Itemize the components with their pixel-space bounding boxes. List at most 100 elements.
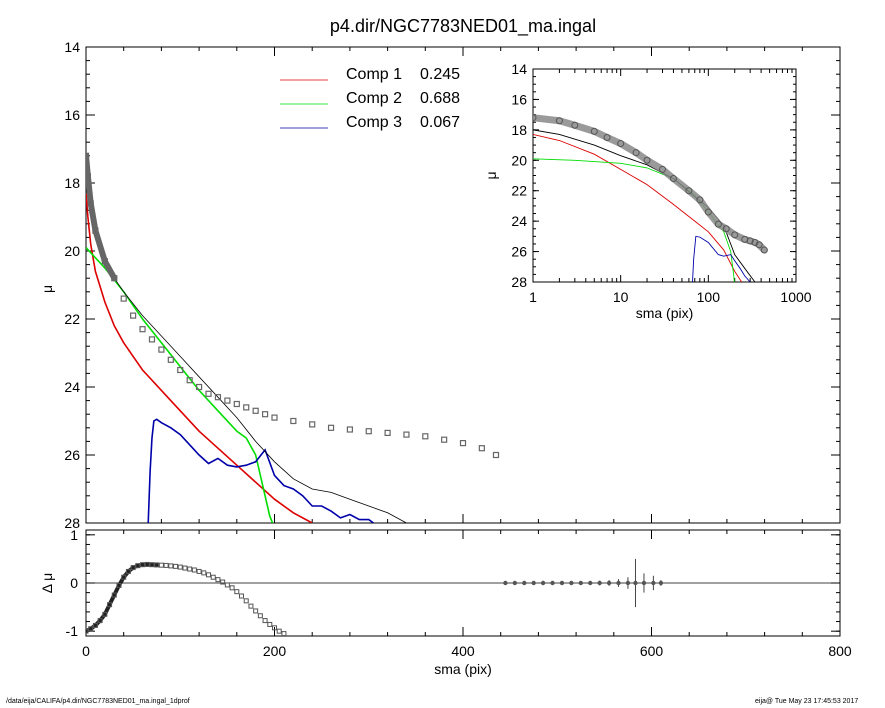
error-point (625, 580, 631, 586)
series-group (86, 152, 500, 523)
residual-point (248, 603, 254, 609)
data-point (139, 326, 146, 333)
inset-x-tick-label: 100 (697, 289, 721, 305)
inset-y-tick-label: 24 (511, 213, 527, 229)
data-point (365, 428, 372, 435)
resid-y-tick-label: -1 (66, 623, 79, 639)
data-dense-core (86, 152, 118, 282)
error-point (540, 580, 546, 586)
legend-value: 0.688 (420, 90, 460, 107)
residual-point (154, 562, 160, 568)
inset-y-tick-label: 16 (511, 91, 527, 107)
y-tick-label: 28 (64, 515, 80, 531)
data-point (261, 411, 269, 418)
error-point (597, 580, 602, 586)
residual-point (234, 589, 240, 595)
inset-y-tick-label: 14 (511, 61, 527, 77)
inset-data-point (669, 175, 677, 183)
residual-point (239, 593, 245, 599)
inset-data-point (632, 149, 640, 157)
data-point (186, 377, 193, 384)
residual-point (196, 568, 202, 574)
resid-x-tick-label: 600 (640, 643, 664, 659)
residual-point (144, 561, 150, 567)
legend-name: Comp 3 (346, 114, 402, 131)
data-point (327, 424, 335, 431)
inset-data-point (731, 231, 739, 239)
data-point (441, 436, 448, 443)
residual-point (86, 628, 89, 634)
data-point (167, 356, 174, 363)
inset-data-point (555, 117, 563, 125)
inset-x-tick-label: 1 (529, 289, 537, 305)
residual-point (107, 602, 113, 608)
resid-x-tick-label: 200 (263, 643, 287, 659)
y-tick-label: 26 (64, 447, 80, 463)
inset-data-band (533, 114, 768, 254)
residual-point (210, 574, 216, 580)
residual-point (163, 562, 169, 568)
footer-timestamp: eija@ Tue May 23 17:45:53 2017 (755, 698, 859, 705)
data-point (120, 295, 127, 302)
error-point (531, 580, 536, 586)
resid-x-tick-label: 400 (451, 643, 475, 659)
data-point (459, 440, 467, 447)
legend-name: Comp 2 (346, 90, 402, 107)
residual-point (102, 611, 108, 617)
error-point (606, 580, 612, 586)
error-point (588, 580, 593, 586)
inset-y-tick-label: 20 (511, 152, 527, 168)
inset-data-point (571, 121, 579, 129)
residual-point (257, 613, 263, 619)
y-tick-label: 22 (64, 311, 80, 327)
data-point (422, 433, 429, 440)
chart-title: p4.dir/NGC7783NED01_ma.ingal (330, 16, 596, 37)
inset-data-point (685, 187, 693, 195)
resid-y-axis-label: Δ μ (39, 573, 55, 594)
residual-point (281, 631, 287, 636)
data-point (130, 312, 137, 319)
data-point (158, 346, 165, 353)
inset-x-axis-label: sma (pix) (636, 305, 694, 321)
residual-point (97, 618, 103, 624)
inset-y-tick-label: 26 (511, 244, 527, 260)
inset-data-point (714, 220, 722, 228)
data-point (177, 366, 184, 374)
legend-value: 0.067 (420, 114, 460, 131)
residual-point (88, 626, 94, 632)
residual-point (224, 582, 230, 588)
series-line-total (86, 155, 407, 523)
residual-point (130, 565, 136, 571)
residual-point (168, 563, 174, 569)
inset-y-tick-label: 22 (511, 183, 527, 199)
error-point (578, 580, 584, 586)
inset-data-point (533, 114, 537, 122)
residual-point (253, 608, 259, 614)
residual-point (135, 563, 141, 569)
resid-y-tick-label: 1 (70, 527, 78, 543)
inset-data-point (746, 237, 754, 245)
series-line-comp-2 (86, 247, 274, 523)
inset-data-point (603, 133, 611, 141)
legend-value: 0.245 (420, 66, 460, 83)
residual-point (220, 579, 226, 585)
error-point (658, 580, 664, 586)
residual-point (243, 598, 249, 604)
residual-point (201, 570, 207, 576)
error-point (651, 580, 656, 586)
inset-series (533, 114, 768, 282)
inset-data-point (590, 127, 598, 135)
inset-data-point (617, 140, 625, 148)
data-point (309, 421, 316, 428)
data-point (205, 390, 212, 397)
y-axis-label: μ (39, 285, 55, 293)
data-point (233, 400, 240, 408)
data-point (224, 397, 231, 404)
data-point (243, 404, 250, 411)
y-tick-label: 14 (64, 39, 80, 55)
inset-data-point (643, 156, 651, 164)
data-point (214, 394, 222, 401)
data-point (492, 451, 500, 459)
data-point (384, 429, 391, 436)
